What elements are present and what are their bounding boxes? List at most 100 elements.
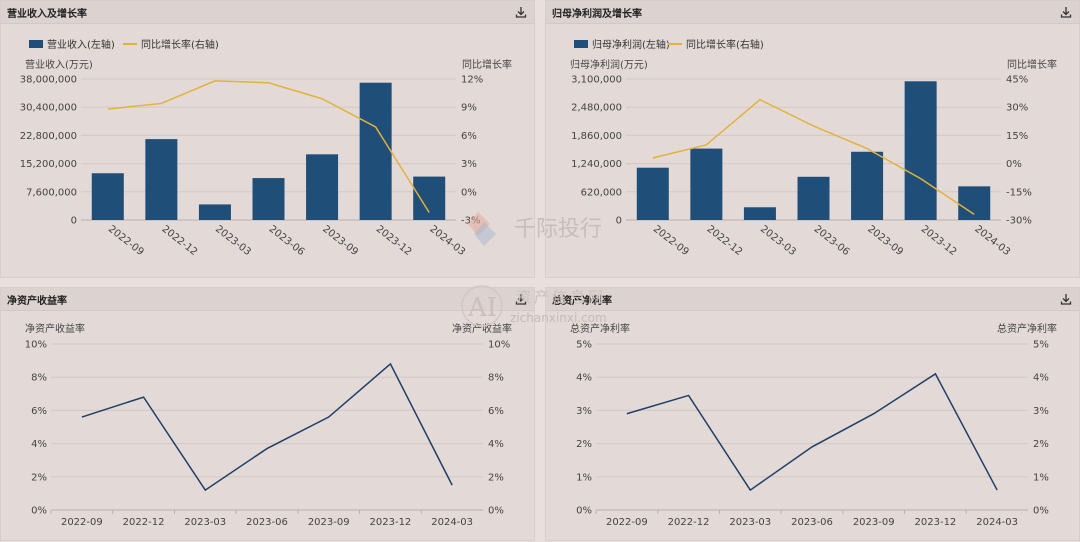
x-tick-label: 2022-12 [160, 224, 200, 258]
y2-tick-label: -3% [461, 216, 480, 227]
panel-title: 归母净利润及增长率 [552, 9, 642, 20]
x-tick-label: 2023-09 [320, 224, 360, 258]
bar [797, 176, 830, 220]
y-tick-label: 2% [31, 472, 47, 483]
x-tick-label: 2024-03 [976, 517, 1018, 528]
legend-swatch-bar [574, 40, 588, 48]
panel-title: 净资产收益率 [7, 296, 67, 307]
roe-panel: 净资产收益率 0% 0% 2% 2% 4% 4% 6% 6% 8% 8% 10% 10% 净资产收益率净… [0, 287, 535, 541]
legend-swatch-bar [29, 40, 43, 48]
legend-label: 同比增长率(右轴) [686, 38, 764, 51]
y-tick-label: 8% [31, 373, 47, 384]
x-tick-label: 2023-09 [308, 517, 350, 528]
y2-tick-label: 1% [1033, 472, 1049, 483]
x-tick-label: 2023-09 [865, 224, 905, 258]
x-tick-label: 2022-12 [705, 224, 745, 258]
x-tick-label: 2023-03 [758, 224, 798, 258]
ratio-line [626, 372, 998, 492]
legend-label: 营业收入(左轴) [47, 38, 115, 51]
y-tick-label: 0 [616, 216, 622, 227]
x-tick-label: 2022-09 [61, 517, 103, 528]
y-tick-label: 22,800,000 [20, 131, 77, 142]
y-tick-label: 0 [71, 216, 77, 227]
y-axis-title: 净资产收益率 [25, 322, 85, 335]
y-tick-label: 4% [31, 439, 47, 450]
bar [743, 207, 776, 220]
bar [145, 139, 178, 220]
x-tick-label: 2023-03 [213, 224, 253, 258]
bar [91, 173, 124, 220]
ratio-line [81, 362, 453, 492]
y2-tick-label: 0% [488, 506, 504, 517]
y2-tick-label: 10% [488, 340, 510, 351]
y2-tick-label: 12% [461, 75, 483, 86]
y2-tick-label: 0% [1033, 506, 1049, 517]
y-tick-label: 3% [576, 406, 592, 417]
y2-tick-label: 2% [1033, 439, 1049, 450]
y-axis-title: 总资产净利率 [570, 322, 630, 335]
y2-tick-label: 4% [488, 439, 504, 450]
roa-chart: 0% 0% 1% 1% 2% 2% 3% 3% 4% 4% 5% 5% 总资产净利率 总资产净利率 2022… [570, 322, 1057, 528]
y-tick-label: 7,600,000 [26, 187, 77, 198]
download-icon[interactable] [514, 5, 528, 19]
x-tick-label: 2023-03 [184, 517, 226, 528]
y-tick-label: 1,860,000 [571, 131, 622, 142]
x-tick-label: 2024-03 [427, 224, 467, 258]
y2-tick-label: 2% [488, 472, 504, 483]
x-tick-label: 2023-03 [729, 517, 771, 528]
y2-axis-title: 净资产收益率 [452, 322, 512, 335]
revenue-panel: 营业收入及增长率 0 -3% 7,600,000 0% 15,200,000 3% 22,8… [0, 0, 535, 278]
y-tick-label: 3,100,000 [571, 75, 622, 86]
y-tick-label: 0% [576, 506, 592, 517]
y-tick-label: 15,200,000 [20, 159, 77, 170]
y2-tick-label: 30% [1006, 103, 1028, 114]
y-tick-label: 2,480,000 [571, 103, 622, 114]
panel-header: 总资产净利率 [546, 288, 1079, 311]
download-icon[interactable] [1059, 292, 1073, 306]
x-tick-label: 2023-06 [246, 517, 288, 528]
roe-chart: 0% 0% 2% 2% 4% 4% 6% 6% 8% 8% 10% 10% 净资产收益率 净资产收益率 20… [25, 322, 512, 528]
bar [958, 186, 991, 220]
bar [690, 148, 723, 220]
legend-label: 同比增长率(右轴) [141, 38, 219, 51]
download-icon[interactable] [514, 292, 528, 306]
bar [636, 167, 669, 220]
net-profit-chart: 0 -30% 620,000 -15% 1,240,000 0% 1,860,000 15% 2… [570, 38, 1057, 258]
x-tick-label: 2023-09 [853, 517, 895, 528]
y-tick-label: 2% [576, 439, 592, 450]
y2-tick-label: 0% [1006, 159, 1022, 170]
bar [359, 82, 392, 220]
panel-title: 总资产净利率 [552, 296, 612, 307]
growth-line [652, 98, 975, 215]
y-tick-label: 30,400,000 [20, 103, 77, 114]
y2-tick-label: 3% [461, 159, 477, 170]
panel-header: 归母净利润及增长率 [546, 1, 1079, 24]
y2-tick-label: 4% [1033, 373, 1049, 384]
y2-tick-label: 45% [1006, 75, 1028, 86]
y2-tick-label: 9% [461, 103, 477, 114]
x-tick-label: 2022-09 [106, 224, 146, 258]
y-tick-label: 10% [25, 340, 47, 351]
panel-title: 营业收入及增长率 [7, 9, 87, 20]
bar [904, 81, 937, 220]
y2-tick-label: -30% [1006, 216, 1032, 227]
bar [252, 178, 285, 220]
x-tick-label: 2023-12 [374, 224, 414, 258]
x-tick-label: 2024-03 [972, 224, 1012, 258]
x-tick-label: 2023-06 [791, 517, 833, 528]
roa-panel: 总资产净利率 0% 0% 1% 1% 2% 2% 3% 3% 4% 4% 5% 5% 总资产净利率 总资产… [545, 287, 1080, 541]
revenue-chart: 0 -3% 7,600,000 0% 15,200,000 3% 22,800,000 6% 3… [20, 38, 512, 258]
y2-tick-label: 6% [488, 406, 504, 417]
x-tick-label: 2023-12 [370, 517, 412, 528]
bar [851, 151, 884, 220]
y2-tick-label: 8% [488, 373, 504, 384]
x-tick-label: 2022-12 [123, 517, 165, 528]
x-tick-label: 2023-12 [915, 517, 957, 528]
growth-line [107, 80, 430, 213]
y-axis-title: 归母净利润(万元) [570, 58, 648, 71]
download-icon[interactable] [1059, 5, 1073, 19]
y-tick-label: 5% [576, 340, 592, 351]
x-tick-label: 2023-12 [919, 224, 959, 258]
y-tick-label: 38,000,000 [20, 75, 77, 86]
y2-axis-title: 同比增长率 [462, 58, 512, 71]
